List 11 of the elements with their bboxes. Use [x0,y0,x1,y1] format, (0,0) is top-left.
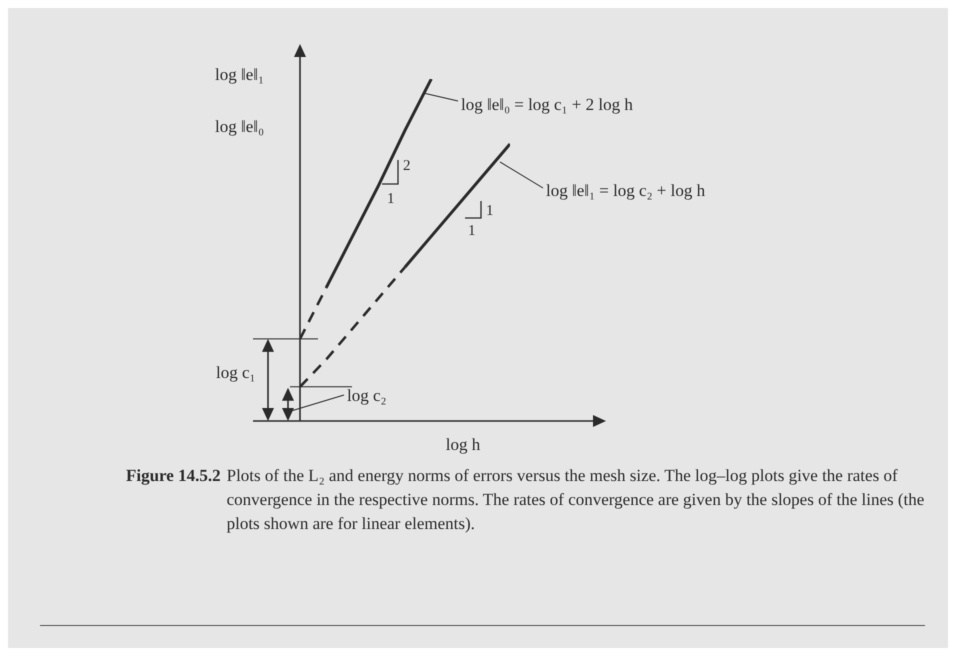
x-axis-title: log h [446,435,481,454]
annotation: 1 [468,223,476,239]
annotation: 2 [403,158,410,174]
annotation: 1 [486,203,494,219]
caption: Figure 14.5.2 Plots of the L₂ and energy norms of errors versus the mesh size. The log–log plots give the rates of convergence in the respective norms. The rates of convergence are given by the slopes of the lines (the plots shown are for linear elements). [126,465,926,535]
annotation: log c₂ [347,386,386,405]
text: log ‖e‖₁ = log c₂ + log h [546,181,706,200]
annotation: 1 [387,191,394,207]
text: log c₁ [216,363,256,382]
text: log ‖e‖₁ log ‖e‖₀ [215,65,264,136]
annotation: log ‖e‖₀ = log c₁ + 2 log h [461,95,634,114]
